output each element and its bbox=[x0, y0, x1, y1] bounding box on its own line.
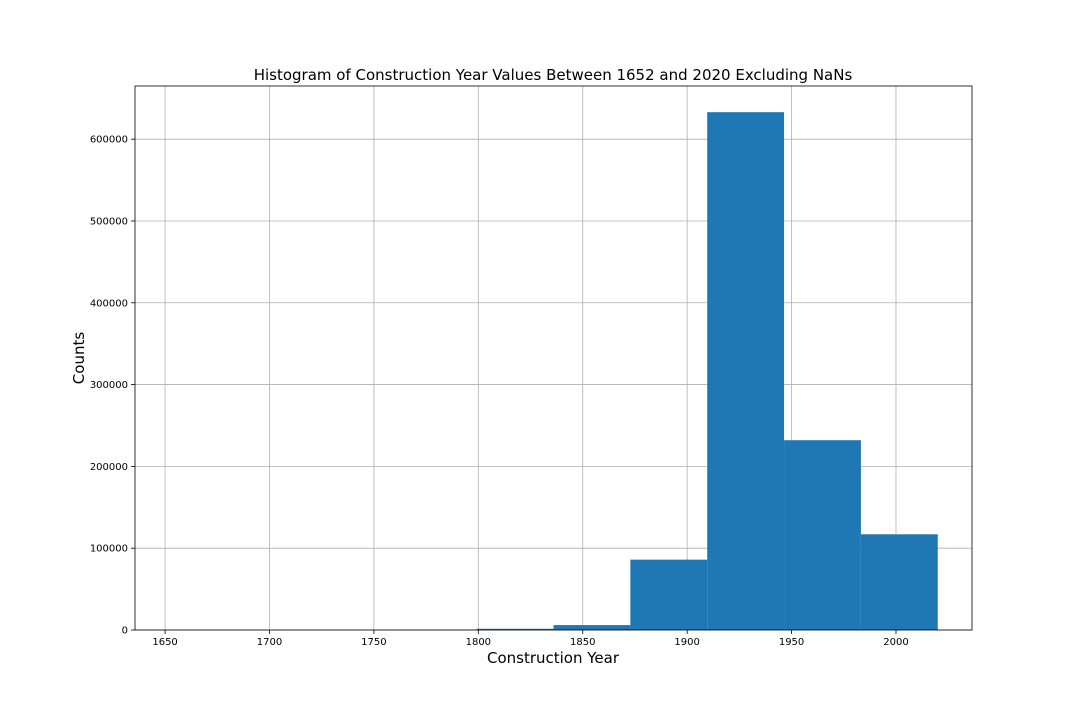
x-tick-label: 1850 bbox=[570, 637, 595, 648]
histogram-bar bbox=[784, 440, 861, 630]
histogram-bar bbox=[553, 625, 631, 630]
y-tick-label: 600000 bbox=[90, 135, 128, 146]
y-tick-label: 0 bbox=[122, 626, 128, 637]
x-tick-label: 1750 bbox=[361, 637, 386, 648]
x-tick-label: 1700 bbox=[257, 637, 282, 648]
histogram-bar bbox=[630, 559, 708, 630]
x-axis-title: Construction Year bbox=[487, 649, 620, 667]
x-tick-label: 1950 bbox=[779, 637, 804, 648]
x-tick-label: 2000 bbox=[883, 637, 908, 648]
y-tick-label: 300000 bbox=[90, 380, 128, 391]
x-tick-label: 1900 bbox=[674, 637, 699, 648]
histogram-bar bbox=[860, 534, 938, 630]
plot-frame bbox=[134, 85, 973, 631]
y-tick-label: 100000 bbox=[90, 544, 128, 555]
chart-title: Histogram of Construction Year Values Be… bbox=[254, 66, 853, 84]
y-axis-title: Counts bbox=[70, 332, 88, 385]
axis-ticks: 1650 1700 1750 1800 1850 1900 1950 2000 0 100000 2… bbox=[90, 135, 909, 648]
histogram-bar bbox=[476, 628, 554, 630]
histogram-bars bbox=[399, 112, 938, 631]
x-tick-label: 1800 bbox=[466, 637, 491, 648]
histogram-bar bbox=[707, 112, 785, 631]
y-tick-label: 400000 bbox=[90, 298, 128, 309]
x-tick-label: 1650 bbox=[152, 637, 177, 648]
y-tick-label: 500000 bbox=[90, 216, 128, 227]
y-tick-label: 200000 bbox=[90, 462, 128, 473]
